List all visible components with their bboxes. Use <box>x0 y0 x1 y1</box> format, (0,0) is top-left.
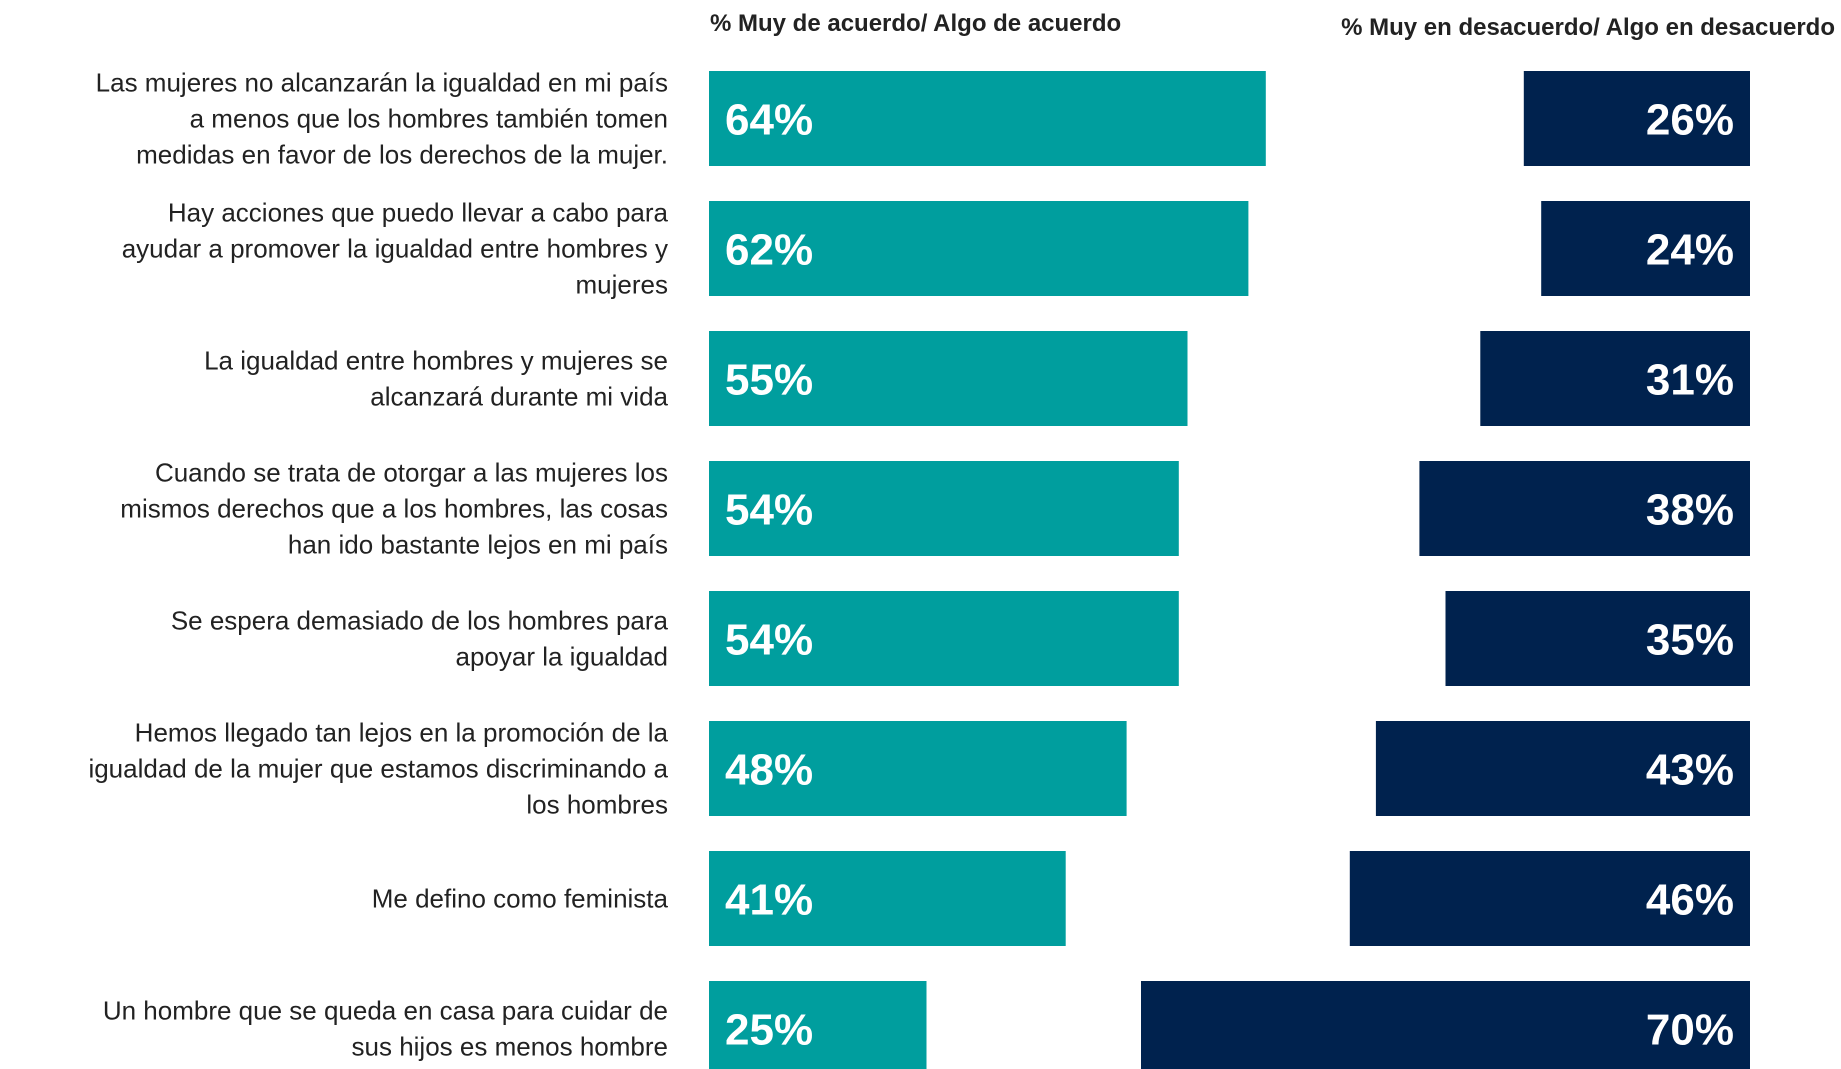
category-label-line: mujeres <box>576 270 668 300</box>
agree-bar <box>709 201 1249 296</box>
agree-bar <box>709 71 1266 166</box>
agree-value-label: 55% <box>725 356 813 405</box>
agree-bar <box>709 591 1179 686</box>
category-label-line: Un hombre que se queda en casa para cuid… <box>103 996 668 1026</box>
agree-value-label: 41% <box>725 876 813 925</box>
category-label-line: sus hijos es menos hombre <box>352 1032 668 1062</box>
agree-bar <box>709 851 1066 946</box>
category-label-line: los hombres <box>526 790 668 820</box>
disagree-value-label: 43% <box>1646 746 1734 795</box>
agree-value-label: 25% <box>725 1006 813 1055</box>
category-label: Se espera demasiado de los hombres para a… <box>171 606 669 672</box>
agree-value-label: 48% <box>725 746 813 795</box>
category-label-line: Cuando se trata de otorgar a las mujeres… <box>155 458 668 488</box>
category-label: Las mujeres no alcanzarán la igualdad en… <box>96 68 668 170</box>
disagree-bar <box>1349 851 1750 946</box>
category-label: Cuando se trata de otorgar a las mujeres… <box>120 458 668 560</box>
category-label-line: Las mujeres no alcanzarán la igualdad en… <box>96 68 668 98</box>
disagree-bar <box>1523 71 1750 166</box>
disagree-value-label: 38% <box>1646 486 1734 535</box>
category-label-line: han ido bastante lejos en mi país <box>288 530 668 560</box>
disagree-value-label: 24% <box>1646 226 1734 275</box>
category-label-line: apoyar la igualdad <box>456 642 669 672</box>
agree-bar <box>709 721 1127 816</box>
category-label: Hay acciones que puedo llevar a cabo par… <box>122 198 669 300</box>
category-label: Me defino como feminista <box>372 884 669 914</box>
category-label-line: ayudar a promover la igualdad entre homb… <box>122 234 668 264</box>
agree-bar <box>709 461 1179 556</box>
disagree-value-label: 70% <box>1646 1006 1734 1055</box>
agree-bar <box>709 981 927 1069</box>
disagree-value-label: 26% <box>1646 96 1734 145</box>
disagree-bar <box>1375 721 1750 816</box>
category-label-line: medidas en favor de los derechos de la m… <box>136 140 668 170</box>
agree-value-label: 62% <box>725 226 813 275</box>
disagree-bar <box>1541 201 1750 296</box>
disagree-bar <box>1419 461 1750 556</box>
agree-bar <box>709 331 1188 426</box>
category-label-line: Se espera demasiado de los hombres para <box>171 606 669 636</box>
chart-rows: 64% 26% Las mujeres no alcanzarán la igual… <box>88 68 1750 1069</box>
disagree-value-label: 31% <box>1646 356 1734 405</box>
disagree-header: % Muy en desacuerdo/ Algo en desacuerdo <box>1341 14 1835 41</box>
category-label-line: Me defino como feminista <box>372 884 669 914</box>
category-label-line: alcanzará durante mi vida <box>370 382 668 412</box>
category-label-line: Hemos llegado tan lejos en la promoción … <box>135 718 669 748</box>
category-label: La igualdad entre hombres y mujeres se al… <box>204 346 668 412</box>
disagree-value-label: 35% <box>1646 616 1734 665</box>
agree-value-label: 54% <box>725 486 813 535</box>
category-label-line: La igualdad entre hombres y mujeres se <box>204 346 668 376</box>
disagree-bar <box>1480 331 1750 426</box>
category-label-line: a menos que los hombres también tomen <box>190 104 668 134</box>
disagree-bar <box>1445 591 1750 686</box>
agree-value-label: 64% <box>725 96 813 145</box>
category-label-line: mismos derechos que a los hombres, las c… <box>120 494 668 524</box>
category-label-line: Hay acciones que puedo llevar a cabo par… <box>168 198 669 228</box>
disagree-value-label: 46% <box>1646 876 1734 925</box>
agree-value-label: 54% <box>725 616 813 665</box>
category-label: Un hombre que se queda en casa para cuid… <box>103 996 668 1062</box>
category-label-line: igualdad de la mujer que estamos discrim… <box>88 754 668 784</box>
agree-header: % Muy de acuerdo/ Algo de acuerdo <box>710 10 1121 37</box>
disagree-bar <box>1141 981 1750 1069</box>
category-label: Hemos llegado tan lejos en la promoción … <box>88 718 668 820</box>
